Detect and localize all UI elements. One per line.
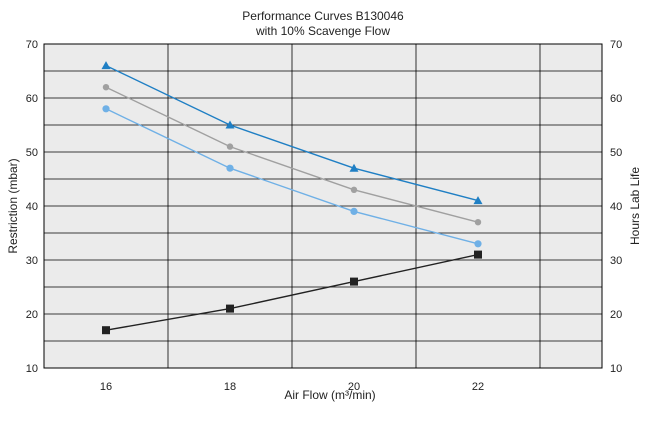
data-point (226, 304, 234, 313)
y2-tick-label: 50 (610, 147, 622, 159)
y2-tick-label: 70 (610, 39, 622, 51)
y-tick-label: 50 (26, 147, 38, 159)
y2-tick-label: 30 (610, 255, 622, 267)
y-tick-label: 30 (26, 255, 38, 267)
series (101, 61, 483, 335)
y-tick-label: 20 (26, 309, 38, 321)
data-point (102, 105, 110, 113)
series-line (105, 86, 479, 223)
x-axis: 16 18 20 22 (100, 381, 484, 393)
y-tick-label: 40 (26, 201, 38, 213)
x-axis-label: Air Flow (m³/min) (284, 388, 375, 402)
y-axis-label: Restriction (mbar) (6, 158, 20, 253)
y2-tick-label: 20 (610, 309, 622, 321)
series-2 (102, 84, 482, 226)
y2-tick-label: 10 (610, 363, 622, 375)
series-3 (102, 105, 482, 248)
data-point (474, 240, 482, 248)
y2-tick-label: 60 (610, 93, 622, 105)
x-tick-label: 22 (472, 381, 484, 393)
y-tick-label: 70 (26, 39, 38, 51)
series-1 (101, 61, 483, 205)
y-tick-label: 10 (26, 363, 38, 375)
data-point (473, 196, 483, 205)
data-point (350, 207, 358, 215)
data-point (350, 277, 358, 286)
y2-axis-label: Hours Lab Life (628, 167, 642, 245)
data-point (102, 326, 110, 335)
chart-title: Performance Curves B130046 (242, 9, 404, 23)
series-line (105, 64, 479, 202)
series-line (105, 108, 479, 245)
plot-frame (43, 43, 603, 369)
series-line (105, 253, 479, 331)
x-tick-label: 16 (100, 381, 112, 393)
data-point (101, 61, 111, 70)
grid (44, 44, 602, 368)
y-axis-right: 10 20 30 40 50 60 70 (610, 39, 622, 375)
y2-tick-label: 40 (610, 201, 622, 213)
data-point (349, 163, 359, 172)
data-point (350, 186, 358, 193)
y-axis-left: 10 20 30 40 50 60 70 (26, 39, 38, 375)
x-tick-label: 20 (348, 381, 360, 393)
data-point (474, 219, 482, 226)
y-tick-label: 60 (26, 93, 38, 105)
chart-subtitle: with 10% Scavenge Flow (255, 24, 390, 38)
data-point (225, 120, 235, 129)
x-tick-label: 18 (224, 381, 236, 393)
data-point (474, 250, 482, 259)
series-4 (102, 250, 482, 335)
data-point (102, 84, 110, 91)
data-point (226, 143, 234, 150)
data-point (226, 164, 234, 172)
